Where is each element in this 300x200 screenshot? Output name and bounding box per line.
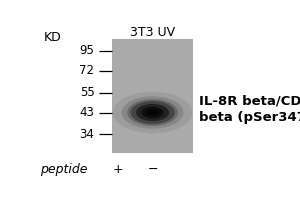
Text: peptide: peptide (40, 163, 88, 176)
Text: 34: 34 (80, 128, 94, 141)
Ellipse shape (142, 107, 164, 118)
Ellipse shape (127, 99, 178, 126)
Text: IL-8R beta/CDw128
beta (pSer347): IL-8R beta/CDw128 beta (pSer347) (199, 94, 300, 124)
Text: 55: 55 (80, 86, 94, 99)
Text: 95: 95 (80, 44, 94, 57)
Text: KD: KD (44, 31, 62, 44)
Text: −: − (147, 163, 158, 176)
Text: 72: 72 (80, 64, 94, 77)
Bar (112, 39, 193, 153)
Ellipse shape (136, 104, 169, 121)
Text: 3T3 UV: 3T3 UV (130, 26, 175, 39)
Ellipse shape (146, 109, 159, 116)
Ellipse shape (130, 101, 175, 124)
Text: 43: 43 (80, 106, 94, 119)
Ellipse shape (113, 92, 192, 133)
Ellipse shape (122, 96, 184, 129)
Text: +: + (112, 163, 123, 176)
